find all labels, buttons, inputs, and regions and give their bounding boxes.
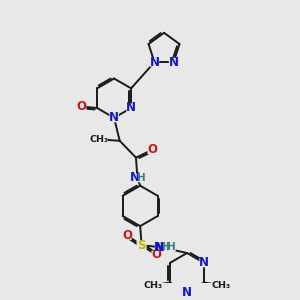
FancyBboxPatch shape xyxy=(212,281,230,290)
FancyBboxPatch shape xyxy=(77,102,86,111)
Text: O: O xyxy=(77,100,87,113)
FancyBboxPatch shape xyxy=(126,103,136,112)
Text: N: N xyxy=(130,171,140,184)
Text: N: N xyxy=(109,111,119,124)
FancyBboxPatch shape xyxy=(136,240,147,250)
FancyBboxPatch shape xyxy=(169,58,178,67)
FancyBboxPatch shape xyxy=(122,231,132,240)
FancyBboxPatch shape xyxy=(155,243,169,252)
FancyBboxPatch shape xyxy=(199,258,209,267)
Text: O: O xyxy=(122,229,132,242)
Text: N: N xyxy=(182,286,192,299)
FancyBboxPatch shape xyxy=(150,58,159,67)
Text: CH₃: CH₃ xyxy=(211,281,230,290)
Text: S: S xyxy=(137,239,146,252)
Text: H: H xyxy=(136,173,146,183)
FancyBboxPatch shape xyxy=(155,243,169,252)
FancyBboxPatch shape xyxy=(182,288,192,297)
Text: N: N xyxy=(169,56,178,69)
Text: N: N xyxy=(154,241,164,254)
Text: O: O xyxy=(151,248,161,262)
FancyBboxPatch shape xyxy=(130,173,144,182)
FancyBboxPatch shape xyxy=(148,145,157,154)
Text: H: H xyxy=(167,242,176,252)
Text: N: N xyxy=(199,256,209,269)
Text: O: O xyxy=(147,143,157,156)
Text: H: H xyxy=(161,242,170,252)
Text: CH₃: CH₃ xyxy=(144,281,163,290)
Text: N: N xyxy=(149,56,160,69)
FancyBboxPatch shape xyxy=(145,281,162,290)
FancyBboxPatch shape xyxy=(152,250,161,260)
FancyBboxPatch shape xyxy=(109,113,119,122)
Text: N: N xyxy=(154,241,164,254)
Text: CH₃: CH₃ xyxy=(90,135,109,144)
FancyBboxPatch shape xyxy=(167,243,176,252)
FancyBboxPatch shape xyxy=(91,135,108,144)
Text: H: H xyxy=(163,242,171,252)
Text: N: N xyxy=(126,101,136,115)
